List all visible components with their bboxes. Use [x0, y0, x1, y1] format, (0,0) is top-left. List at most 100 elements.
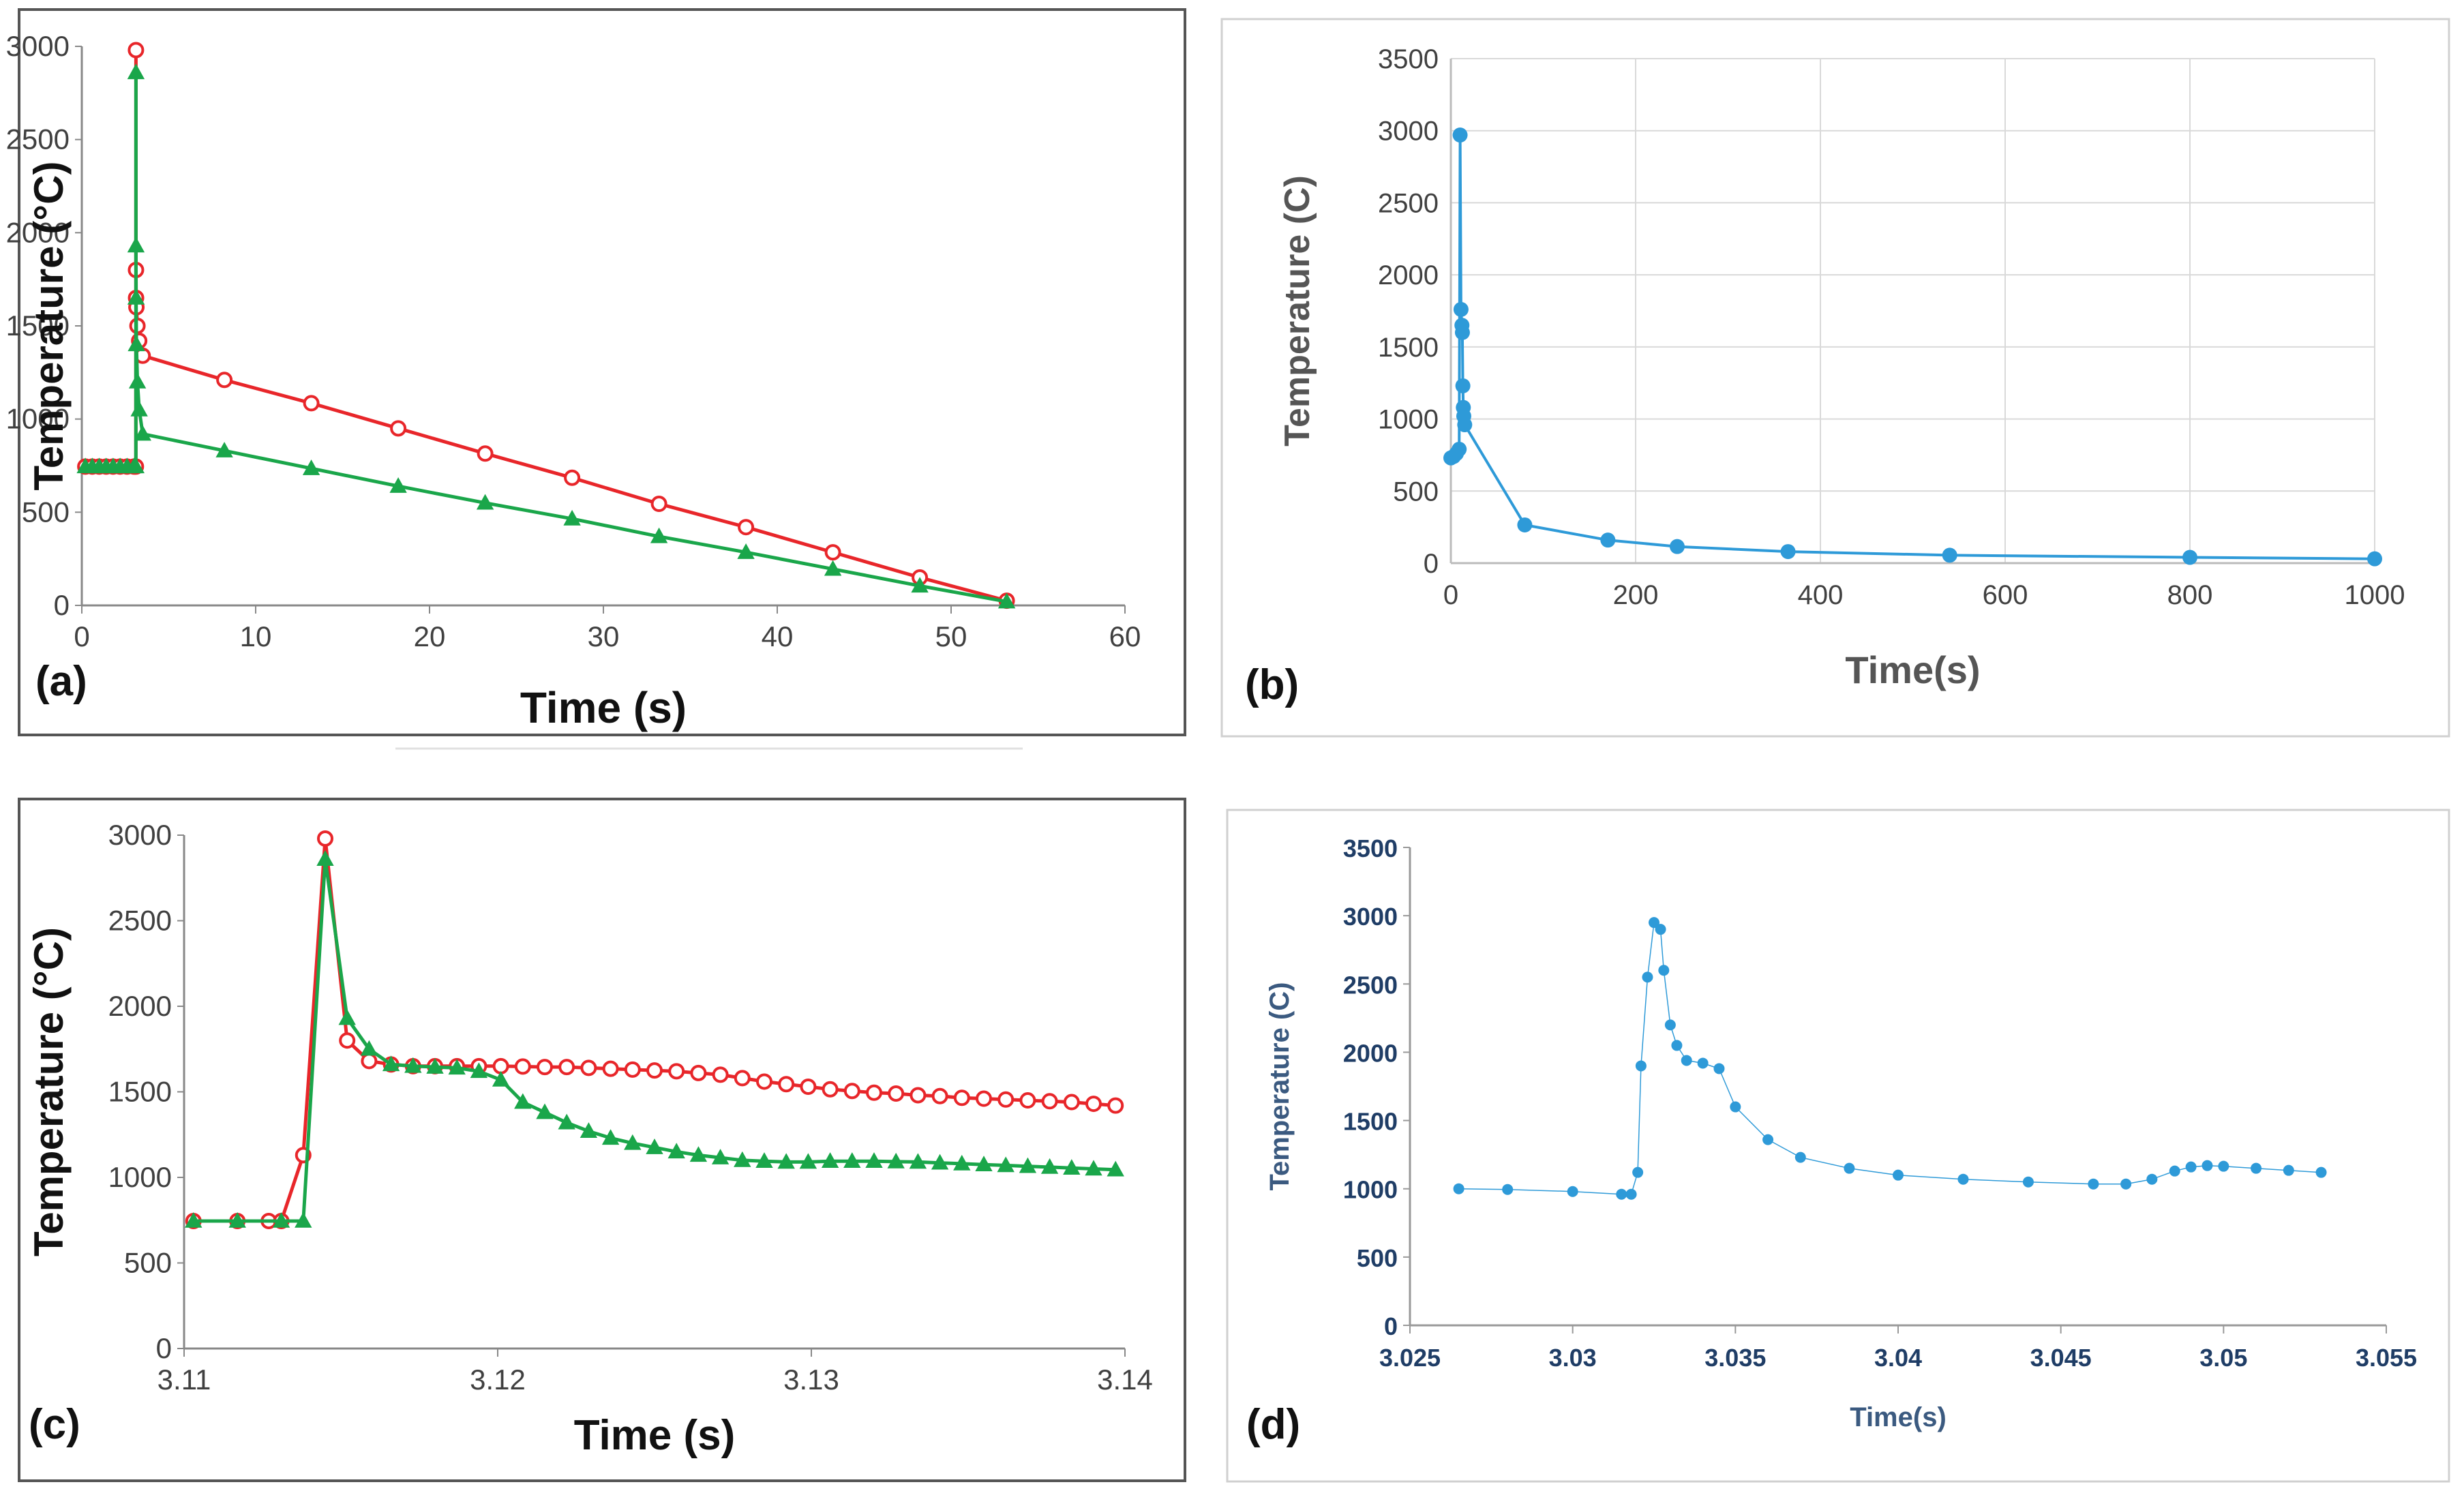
data-point-1 — [2022, 1176, 2034, 1188]
data-point-1 — [931, 1087, 948, 1104]
data-point-2 — [997, 592, 1016, 609]
data-point-1 — [1780, 544, 1796, 560]
y-tick-label: 3500 — [1378, 44, 1439, 74]
y-tick-label: 1500 — [6, 310, 70, 342]
panel-c-frame — [18, 798, 1186, 1482]
data-point-1 — [2202, 1160, 2213, 1171]
data-point-1 — [339, 1032, 356, 1049]
x-tick-label: 3.12 — [470, 1364, 526, 1396]
data-point-2 — [558, 1113, 575, 1130]
data-point-1 — [1454, 325, 1470, 340]
x-tick-label: 3.055 — [2356, 1344, 2417, 1372]
data-point-2 — [580, 1122, 598, 1139]
series-line-2 — [85, 70, 1008, 603]
data-point-2 — [127, 63, 145, 80]
x-tick-label: 50 — [935, 620, 967, 652]
data-point-1 — [317, 830, 333, 847]
x-tick-label: 40 — [762, 620, 794, 652]
data-point-2 — [689, 1146, 708, 1162]
data-point-1 — [1616, 1188, 1627, 1200]
data-point-2 — [650, 527, 668, 543]
y-tick-label: 3000 — [108, 819, 172, 851]
data-point-1 — [1664, 1019, 1676, 1031]
data-point-2 — [1107, 1160, 1124, 1177]
data-point-1 — [127, 42, 145, 59]
data-point-1 — [477, 445, 494, 462]
data-point-2 — [514, 1093, 532, 1109]
chart-b: 0 500 1000 1500 2000 2500 3000 3500 0 200 400 600 80… — [1278, 44, 2405, 691]
x-tick-label: 1000 — [2345, 580, 2405, 610]
data-point-1 — [1649, 917, 1659, 929]
data-point-1 — [997, 1091, 1015, 1108]
data-point-2 — [821, 1152, 839, 1168]
data-point-1 — [1697, 1057, 1709, 1069]
y-tick-label: 2500 — [1343, 971, 1398, 999]
x-tick-label: 3.045 — [2030, 1344, 2092, 1372]
data-point-2 — [711, 1149, 730, 1164]
data-point-2 — [931, 1154, 949, 1170]
data-point-2 — [316, 850, 334, 866]
y-axis-label: Temperature (°C) — [26, 162, 72, 491]
data-point-2 — [887, 1152, 905, 1169]
data-point-1 — [910, 1087, 927, 1104]
data-point-2 — [737, 543, 755, 559]
data-point-2 — [295, 1211, 312, 1228]
data-point-1 — [1567, 1186, 1578, 1197]
series-line-1 — [85, 48, 1008, 603]
data-point-1 — [2218, 1160, 2229, 1172]
x-axis-label: Time(s) — [1845, 648, 1980, 691]
data-point-1 — [1063, 1094, 1080, 1111]
data-point-1 — [1713, 1063, 1725, 1074]
y-tick-label: 1500 — [108, 1076, 172, 1108]
data-point-2 — [185, 1211, 202, 1228]
data-point-2 — [389, 477, 407, 493]
y-tick-label: 1000 — [6, 403, 70, 435]
data-point-1 — [646, 1062, 663, 1079]
data-point-1 — [1844, 1162, 1855, 1174]
series-line-1 — [1458, 922, 2322, 1195]
data-point-1 — [2283, 1164, 2294, 1176]
x-tick-label: 3.13 — [783, 1364, 839, 1396]
data-point-2 — [953, 1154, 971, 1171]
data-point-1 — [1453, 301, 1469, 317]
chart-a: 0 500 1000 1500 2000 2500 3000 0 10 20 30 40 50 60 Tim… — [6, 30, 1141, 732]
data-point-1 — [2120, 1178, 2132, 1190]
data-point-2 — [382, 1055, 400, 1072]
data-point-2 — [338, 1009, 356, 1025]
data-point-1 — [2146, 1173, 2158, 1185]
data-point-1 — [1600, 532, 1616, 548]
data-point-2 — [470, 1062, 488, 1079]
data-point-2 — [755, 1152, 773, 1168]
data-point-1 — [2251, 1162, 2262, 1174]
data-point-1 — [1942, 547, 1957, 563]
panel-label-b: (b) — [1245, 661, 1299, 708]
y-tick-label: 3000 — [6, 30, 70, 62]
data-point-2 — [1085, 1160, 1102, 1176]
data-point-2 — [601, 1129, 620, 1145]
x-tick-label: 20 — [414, 620, 446, 652]
y-tick-label: 0 — [54, 589, 70, 621]
panel-label-d: (d) — [1246, 1401, 1300, 1448]
data-point-2 — [215, 442, 233, 457]
data-point-1 — [1635, 1060, 1647, 1072]
data-point-2 — [865, 1152, 883, 1168]
data-point-2 — [448, 1059, 466, 1075]
data-point-1 — [1453, 1183, 1464, 1194]
x-tick-label: 3.035 — [1704, 1344, 1766, 1372]
data-point-1 — [1019, 1092, 1036, 1109]
x-tick-label: 400 — [1798, 580, 1844, 610]
y-tick-label: 2500 — [108, 905, 172, 937]
x-tick-label: 60 — [1109, 620, 1141, 652]
y-tick-label: 1000 — [108, 1161, 172, 1193]
data-point-1 — [1681, 1055, 1692, 1066]
data-point-2 — [228, 1211, 246, 1228]
x-tick-label: 3.05 — [2199, 1344, 2247, 1372]
data-point-1 — [514, 1058, 531, 1075]
data-point-2 — [302, 460, 320, 475]
data-point-2 — [492, 1070, 510, 1087]
y-tick-label: 0 — [1384, 1312, 1398, 1340]
y-tick-label: 1000 — [1378, 405, 1439, 435]
data-point-2 — [128, 372, 147, 389]
x-axis-label: Time (s) — [520, 683, 687, 732]
